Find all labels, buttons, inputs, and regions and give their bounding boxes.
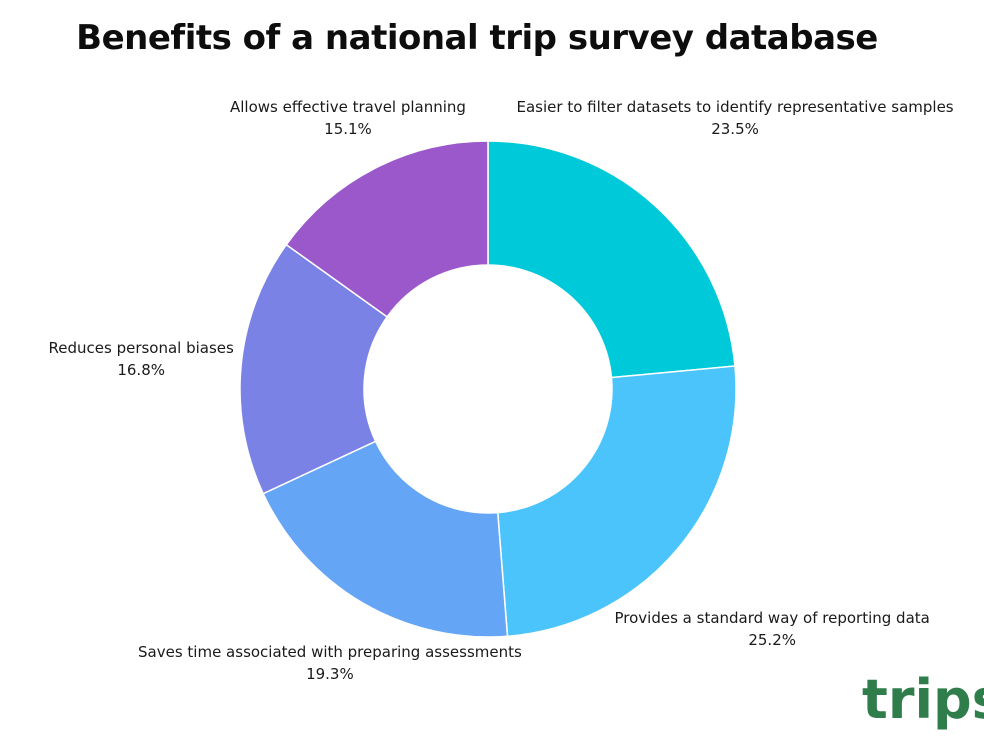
donut-slice (239, 243, 389, 495)
donut-slice (496, 365, 737, 638)
slice-label: Easier to filter datasets to identify re… (517, 96, 954, 140)
slice-label-percent: 15.1% (324, 120, 372, 138)
chart-title: Benefits of a national trip survey datab… (76, 18, 878, 58)
slice-label-name: Saves time associated with preparing ass… (138, 643, 522, 661)
slice-label: Saves time associated with preparing ass… (138, 641, 522, 685)
slice-label-percent: 16.8% (117, 361, 165, 379)
slice-label-name: Allows effective travel planning (230, 98, 466, 116)
donut-slice (487, 140, 736, 379)
slice-label-percent: 23.5% (711, 120, 759, 138)
donut-slice (285, 140, 489, 318)
slice-label-percent: 19.3% (306, 665, 354, 683)
slice-label-name: Provides a standard way of reporting dat… (614, 609, 930, 627)
slice-label: Allows effective travel planning 15.1% (230, 96, 466, 140)
donut-slice (262, 440, 509, 638)
slice-label-name: Easier to filter datasets to identify re… (516, 98, 954, 116)
slice-label: Reduces personal biases 16.8% (49, 337, 234, 381)
slice-label-name: Reduces personal biases (48, 339, 234, 357)
slice-label: Provides a standard way of reporting dat… (615, 607, 930, 651)
slice-label-percent: 25.2% (748, 631, 796, 649)
